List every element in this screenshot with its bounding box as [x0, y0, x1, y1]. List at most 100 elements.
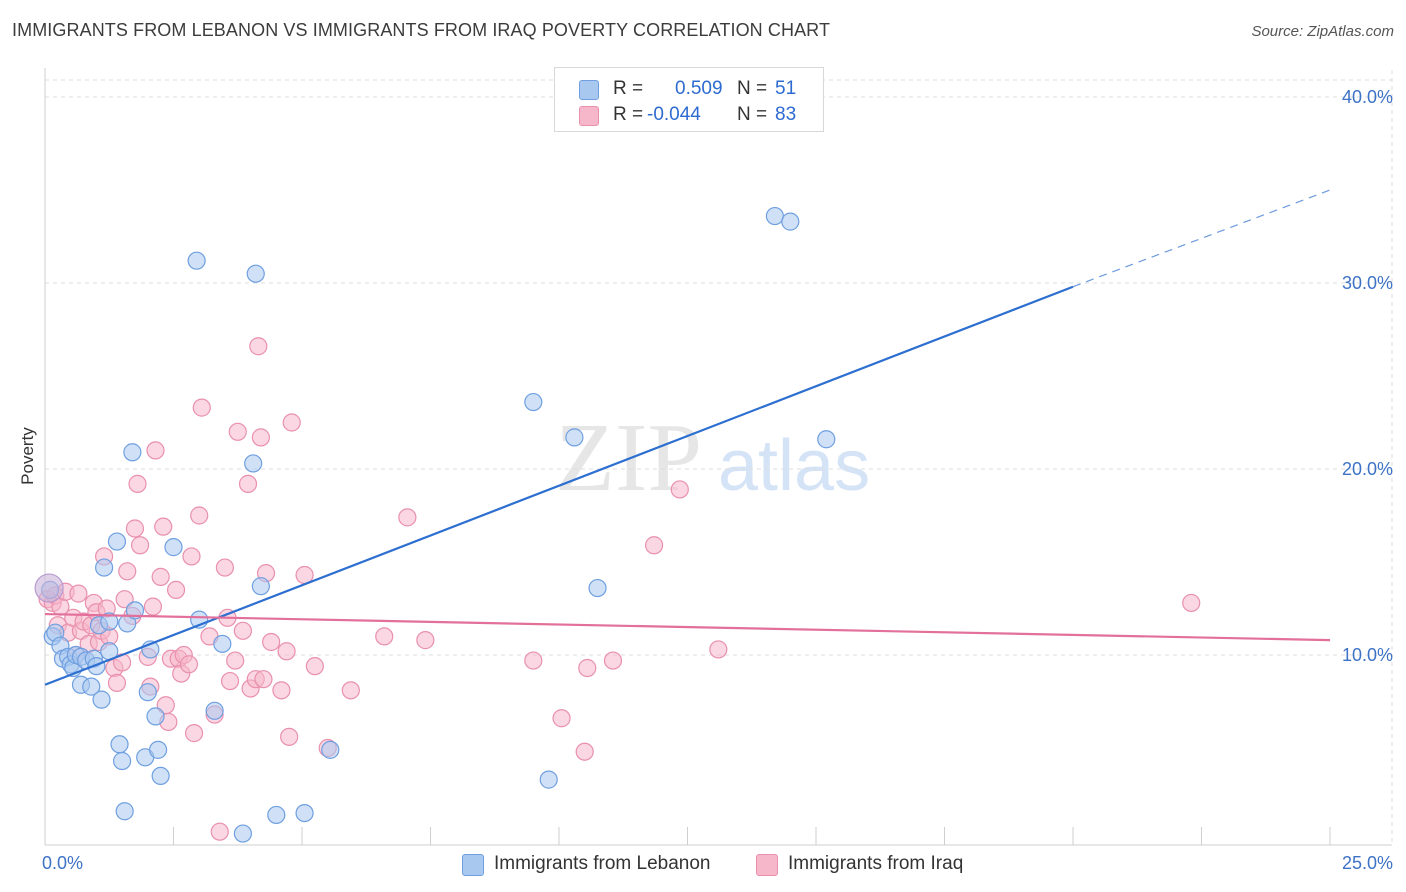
series-iraq-points: [38, 337, 1201, 841]
legend-r-value: 0.509: [675, 78, 723, 99]
iraq-point: [249, 337, 268, 356]
iraq-point: [151, 567, 170, 586]
iraq-point: [215, 558, 234, 577]
tick-labels: 10.0% 20.0% 30.0% 40.0% 0.0% 25.0%: [42, 87, 1393, 873]
lebanon-point: [233, 824, 252, 843]
lebanon-point: [148, 740, 168, 759]
legend-r-label: R =: [613, 78, 644, 99]
iraq-point: [341, 681, 360, 700]
bottom-legend-swatch-lebanon: [462, 854, 484, 876]
iraq-point: [115, 590, 134, 609]
lebanon-point: [205, 701, 224, 720]
lebanon-point: [151, 766, 170, 786]
y-tick-label: 10.0%: [1342, 645, 1393, 665]
lebanon-point: [110, 735, 129, 754]
legend-n-value: 83: [775, 104, 797, 125]
y-tick-label: 40.0%: [1342, 87, 1393, 107]
iraq-point: [125, 519, 145, 538]
legend-n-label: N =: [737, 78, 768, 99]
lebanon-point: [138, 683, 157, 702]
lebanon-point: [295, 803, 314, 823]
series-lebanon-points: [34, 206, 836, 843]
bottom-legend-lebanon: Immigrants from Lebanon: [462, 852, 732, 878]
iraq-point: [254, 670, 273, 689]
iraq-point: [143, 597, 163, 616]
iraq-point: [228, 422, 247, 441]
iraq-point: [575, 742, 594, 761]
iraq-point: [220, 671, 240, 691]
legend-swatch-lebanon: [579, 80, 599, 100]
iraq-point: [416, 631, 435, 650]
iraq-point: [192, 398, 211, 417]
lebanon-point: [588, 578, 607, 598]
lebanon-point: [92, 690, 111, 709]
iraq-point: [644, 536, 664, 555]
iraq-point: [251, 428, 270, 447]
iraq-point: [398, 508, 417, 527]
lebanon-point: [187, 251, 206, 270]
legend-row-lebanon: R = 0.509 N = 51: [579, 76, 819, 102]
legend-row-iraq: R = -0.044 N = 83: [579, 102, 819, 128]
legend-n-label: N =: [737, 104, 768, 125]
lebanon-point: [123, 443, 142, 462]
lebanon-point: [321, 740, 340, 759]
iraq-point: [210, 822, 229, 841]
iraq-point: [184, 724, 204, 743]
iraq-point: [233, 621, 252, 640]
iraq-point: [146, 441, 165, 460]
iraq-point: [130, 536, 150, 555]
iraq-point: [524, 651, 543, 670]
lebanon-point: [244, 454, 263, 473]
y-axis-title: Poverty: [18, 427, 37, 485]
axes: [44, 68, 1392, 846]
iraq-point: [282, 413, 301, 432]
lebanon-point: [115, 802, 134, 821]
iraq-point: [272, 681, 291, 700]
iraq-point: [107, 673, 127, 693]
iraq-point: [154, 517, 173, 536]
iraq-point: [709, 640, 728, 659]
legend-r-label: R =: [613, 104, 644, 125]
iraq-point: [1182, 593, 1201, 613]
lebanon-point: [246, 264, 265, 283]
trend-lines: [44, 189, 1331, 686]
lebanon-point: [267, 805, 286, 825]
watermark-atlas: atlas: [718, 426, 870, 506]
lebanon-point: [817, 430, 836, 449]
iraq-point: [603, 651, 623, 670]
lebanon-point: [251, 577, 270, 596]
iraq-point: [118, 562, 137, 581]
chart-title: IMMIGRANTS FROM LEBANON VS IMMIGRANTS FR…: [12, 20, 831, 40]
lebanon-point: [125, 601, 145, 620]
source-label: Source: ZipAtlas.com: [1251, 23, 1394, 40]
iraq-trend-line: [44, 612, 1331, 642]
lebanon-point: [565, 428, 584, 447]
iraq-point: [182, 547, 201, 566]
x-tick-label: 0.0%: [42, 853, 83, 873]
lebanon-point: [112, 751, 132, 771]
y-tick-label: 30.0%: [1342, 273, 1393, 293]
lebanon-point: [146, 707, 165, 726]
lebanon-point: [95, 558, 114, 577]
bottom-legend-swatch-iraq: [756, 854, 778, 876]
bottom-legend-iraq: Immigrants from Iraq: [756, 852, 986, 878]
iraq-point: [552, 709, 571, 728]
iraq-point: [238, 474, 258, 493]
iraq-point: [305, 657, 324, 676]
lebanon-point: [107, 532, 127, 551]
iraq-point: [277, 642, 296, 661]
iraq-point: [375, 627, 394, 646]
iraq-point: [190, 506, 209, 525]
bottom-legend-label: Immigrants from Iraq: [788, 853, 964, 874]
lebanon-trend-extension: [1072, 189, 1331, 288]
iraq-point: [226, 651, 245, 670]
legend-n-value: 51: [775, 78, 797, 99]
iraq-point: [166, 580, 186, 600]
iraq-point: [578, 658, 597, 678]
iraq-point: [128, 474, 147, 493]
y-tick-label: 20.0%: [1342, 459, 1393, 479]
lebanon-point: [539, 770, 558, 789]
correlation-legend: R = 0.509 N = 51 R = -0.044 N = 83: [554, 67, 824, 132]
iraq-point: [262, 632, 281, 652]
